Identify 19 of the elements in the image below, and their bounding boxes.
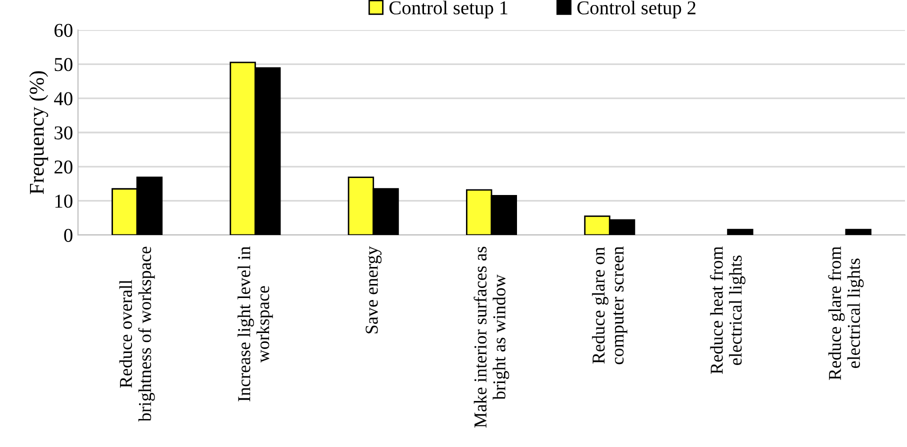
x-tick-label: Save energy [366, 246, 382, 334]
x-tick-label: Increase light level in workspace [238, 246, 273, 402]
legend-label: Control setup 2 [577, 0, 696, 18]
y-tick-label: 0 [64, 228, 72, 242]
legend-label: Control setup 1 [389, 0, 508, 18]
y-axis-title: Frequency (%) [29, 71, 48, 194]
x-tick-label: Reduce glare on computer screen [592, 246, 628, 364]
y-tick-label: 60 [54, 24, 72, 37]
y-tick-label: 20 [54, 160, 72, 174]
bar [845, 228, 872, 235]
x-tick-label: Reduce heat from electrical lights [710, 246, 746, 374]
x-tick-label: Reduce glare from electrical lights [828, 246, 864, 380]
x-tick-label: Make interior surfaces as bright as window [474, 246, 510, 428]
y-tick-label: 50 [54, 58, 72, 72]
y-tick-label: 30 [54, 126, 72, 140]
y-tick-label: 10 [55, 194, 72, 208]
x-tick-label: Reduce overall brightness of workspace [119, 246, 155, 422]
y-tick-label: 40 [54, 92, 72, 106]
bar [727, 228, 754, 235]
